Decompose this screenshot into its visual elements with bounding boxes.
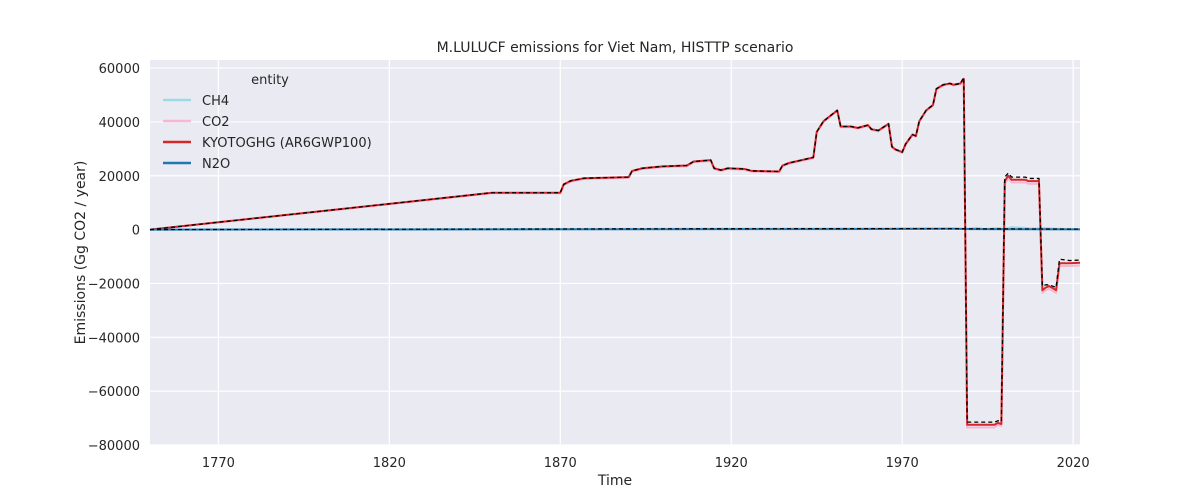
chart-title: M.LULUCF emissions for Viet Nam, HISTTP …	[437, 40, 794, 56]
legend-label: CO2	[202, 115, 230, 130]
x-tick-label: 1970	[886, 456, 919, 471]
x-tick-label: 1920	[715, 456, 748, 471]
y-tick-label: −60000	[88, 385, 140, 400]
x-tick-label: 1870	[544, 456, 577, 471]
x-tick-labels: 1770 1820 1870 1920 1970 2020	[202, 456, 1090, 471]
legend-title: entity	[251, 73, 289, 88]
x-tick-label: 1770	[202, 456, 235, 471]
legend-label: N2O	[202, 157, 230, 172]
y-tick-label: 20000	[99, 170, 140, 185]
y-tick-label: −40000	[88, 331, 140, 346]
y-axis-label: Emissions (Gg CO2 / year)	[73, 161, 89, 345]
x-axis-label: Time	[597, 473, 632, 489]
legend: entity CH4 CO2 KYOTOGHG (AR6GWP100) N2O	[163, 73, 372, 172]
y-tick-labels: −80000 −60000 −40000 −20000 0 20000 40000 60000	[88, 62, 140, 454]
x-tick-label: 1820	[373, 456, 406, 471]
y-tick-label: 0	[132, 224, 140, 239]
legend-label: KYOTOGHG (AR6GWP100)	[202, 136, 372, 151]
series-line-5	[149, 227, 1081, 231]
x-tick-label: 2020	[1057, 456, 1090, 471]
y-tick-label: −80000	[88, 439, 140, 454]
series-line-4	[149, 76, 1081, 423]
legend-label: CH4	[202, 94, 229, 109]
y-tick-label: 40000	[99, 116, 140, 131]
y-tick-label: −20000	[88, 277, 140, 292]
series-lines	[149, 76, 1081, 429]
y-tick-label: 60000	[99, 62, 140, 77]
plot-background	[150, 60, 1080, 445]
